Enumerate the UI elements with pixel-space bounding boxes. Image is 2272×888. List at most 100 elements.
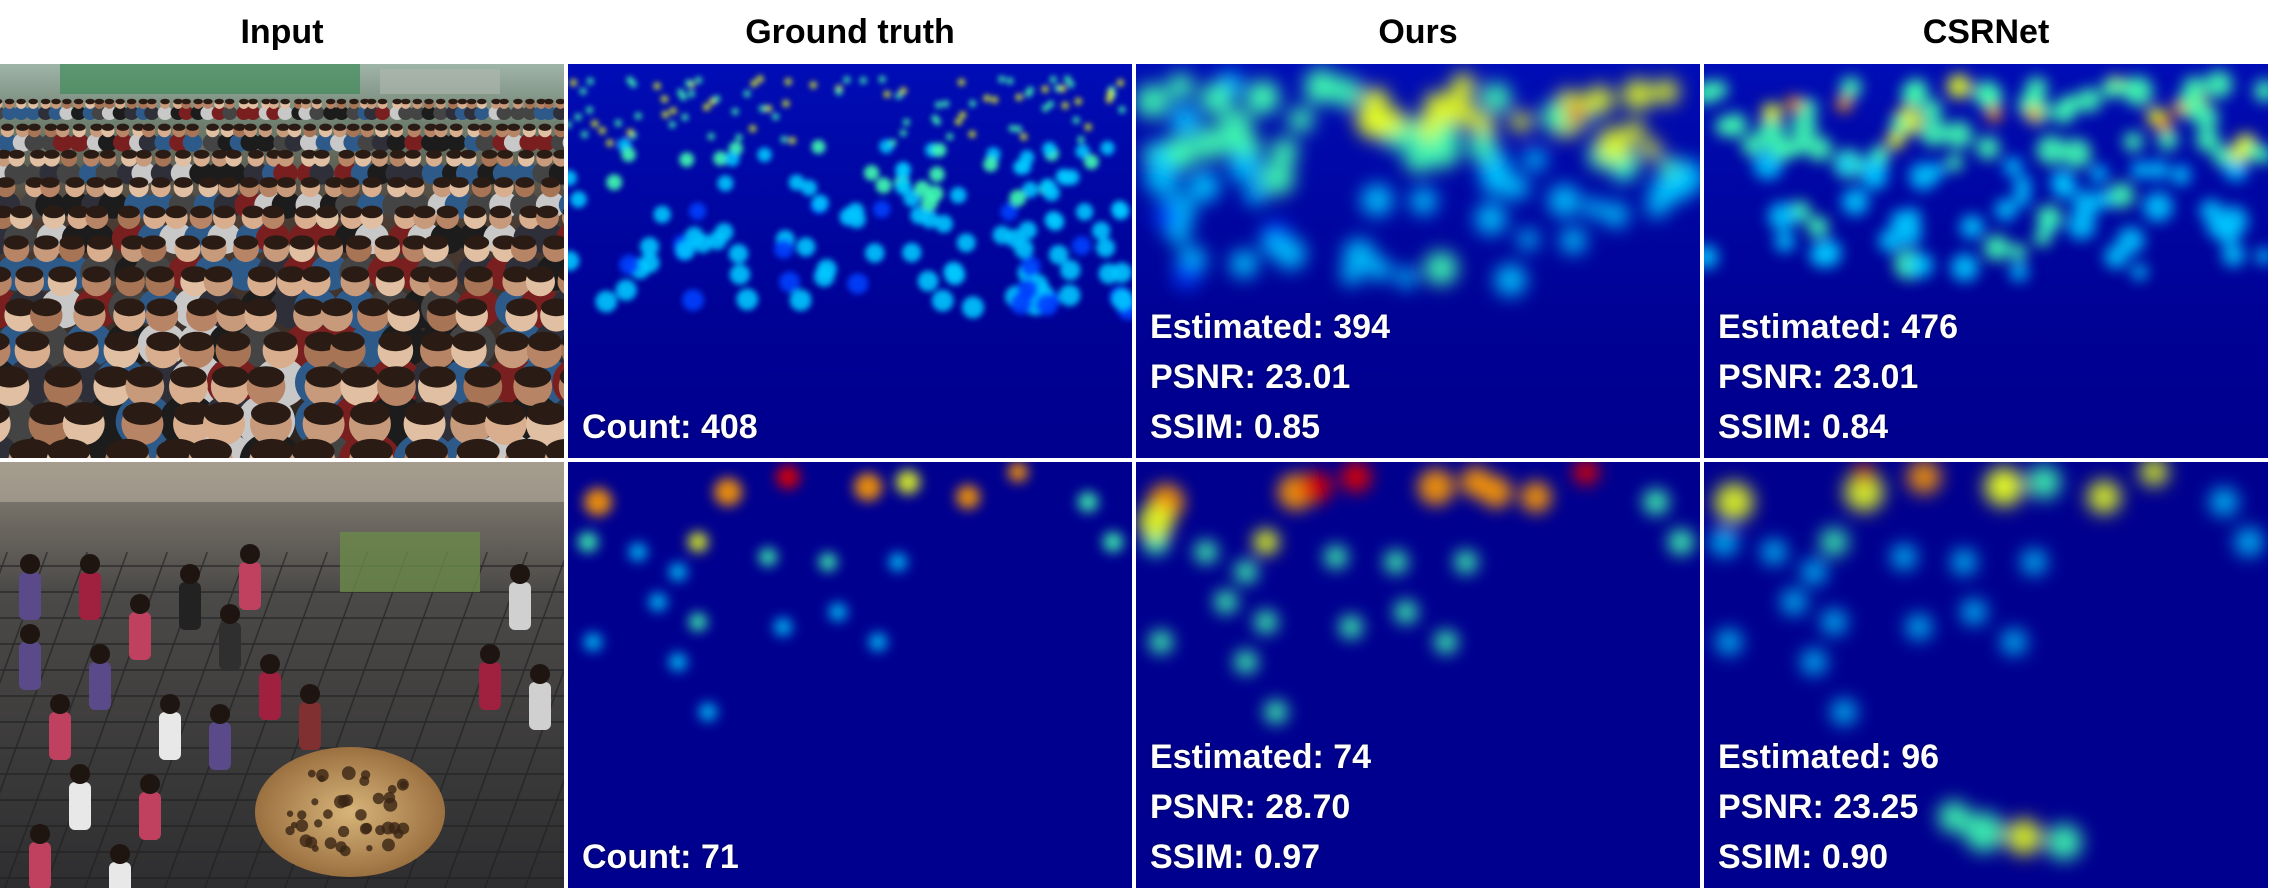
illustration-mark [1018, 221, 1037, 240]
illustration-mark [956, 485, 980, 509]
illustration-mark [451, 331, 486, 352]
illustration-mark [87, 235, 113, 250]
illustration-mark [552, 106, 564, 120]
illustration-mark [1946, 74, 1972, 99]
illustration-mark [147, 98, 157, 105]
illustration-mark [266, 106, 282, 120]
illustration-mark [204, 266, 233, 283]
illustration-mark [288, 123, 301, 131]
illustration-mark [685, 79, 693, 87]
illustration-mark [968, 130, 976, 138]
illustration-mark [555, 98, 564, 105]
illustration-mark [52, 133, 73, 152]
illustration-mark [118, 205, 140, 219]
illustration-mark [300, 177, 320, 188]
illustration-mark [983, 156, 999, 172]
illustration-mark [19, 642, 41, 690]
illustration-mark [448, 98, 458, 105]
illustration-mark [89, 662, 111, 710]
illustration-mark [59, 106, 75, 120]
illustration-mark [361, 123, 374, 131]
illustration-mark [376, 266, 405, 283]
illustration-mark [366, 844, 373, 852]
illustration-mark [522, 106, 538, 120]
illustration-mark [0, 177, 15, 188]
illustration-mark [158, 123, 171, 131]
illustration-mark [0, 332, 10, 351]
illustration-mark [116, 123, 130, 131]
psnr-value: PSNR: 23.01 [1718, 358, 1919, 396]
illustration-mark [135, 149, 152, 159]
illustration-mark [749, 125, 757, 133]
illustration-mark [558, 267, 564, 281]
illustration-mark [179, 331, 214, 352]
illustration-mark [2009, 262, 2029, 282]
illustration-mark [2143, 191, 2173, 222]
illustration-mark [1167, 72, 1195, 100]
illustration-mark [289, 235, 315, 250]
illustration-mark [1950, 253, 1979, 282]
csrnet-density-map-1: Estimated: 476 PSNR: 23.01 SSIM: 0.84 [1704, 64, 2268, 458]
illustration-mark [1330, 76, 1362, 109]
illustration-mark [409, 106, 425, 120]
illustration-mark [1668, 529, 1694, 555]
illustration-mark [929, 166, 945, 183]
illustration-mark [1020, 133, 1028, 141]
illustration-mark [956, 233, 976, 253]
illustration-mark [2195, 128, 2220, 153]
illustration-mark [29, 842, 51, 888]
illustration-mark [598, 127, 606, 135]
illustration-mark [1058, 284, 1081, 307]
illustration-mark [559, 370, 564, 384]
illustration-mark [707, 132, 715, 140]
illustration-mark [669, 653, 687, 671]
illustration-mark [2210, 488, 2238, 516]
csrnet-metrics-1: Estimated: 476 PSNR: 23.01 SSIM: 0.84 [1718, 302, 1958, 452]
illustration-mark [2009, 243, 2027, 261]
illustration-mark [309, 106, 325, 120]
illustration-mark [1994, 198, 2017, 221]
illustration-mark [2130, 160, 2150, 180]
illustration-mark [788, 174, 805, 191]
illustration-mark [360, 770, 371, 780]
illustration-mark [0, 99, 3, 104]
illustration-mark [519, 205, 542, 219]
illustration-mark [685, 226, 704, 246]
illustration-mark [530, 664, 550, 684]
illustration-mark [1741, 135, 1763, 156]
illustration-mark [201, 235, 226, 250]
illustration-mark [90, 644, 110, 664]
illustration-mark [146, 331, 181, 352]
illustration-mark [621, 147, 636, 162]
density-map-illustration [1710, 462, 2263, 860]
illustration-mark [355, 809, 367, 821]
illustration-mark [1820, 528, 1848, 556]
illustration-mark [97, 133, 118, 152]
illustration-mark [1136, 83, 1170, 119]
illustration-mark [317, 235, 343, 250]
illustration-mark [1781, 589, 1807, 615]
illustration-mark [1343, 238, 1376, 272]
illustration-mark [338, 825, 350, 838]
ours-density-map-1: Estimated: 394 PSNR: 23.01 SSIM: 0.85 [1136, 64, 1700, 458]
illustration-mark [405, 149, 421, 159]
illustration-mark [424, 98, 434, 105]
illustration-mark [526, 266, 555, 283]
illustration-mark [586, 106, 594, 114]
illustration-mark [2101, 78, 2122, 99]
illustration-mark [250, 438, 293, 458]
illustration-mark [1111, 288, 1132, 311]
illustration-mark [277, 149, 294, 159]
illustration-mark [1020, 256, 1041, 277]
illustration-mark [371, 149, 388, 159]
illustration-mark [2089, 164, 2108, 183]
illustration-mark [2036, 204, 2062, 231]
illustration-mark [2046, 824, 2082, 860]
illustration-mark [1234, 650, 1258, 674]
illustration-mark [110, 844, 130, 864]
illustration-mark [113, 133, 133, 152]
illustration-mark [511, 235, 537, 250]
illustration-mark [545, 438, 564, 458]
illustration-mark [129, 177, 149, 188]
illustration-mark [525, 98, 535, 105]
